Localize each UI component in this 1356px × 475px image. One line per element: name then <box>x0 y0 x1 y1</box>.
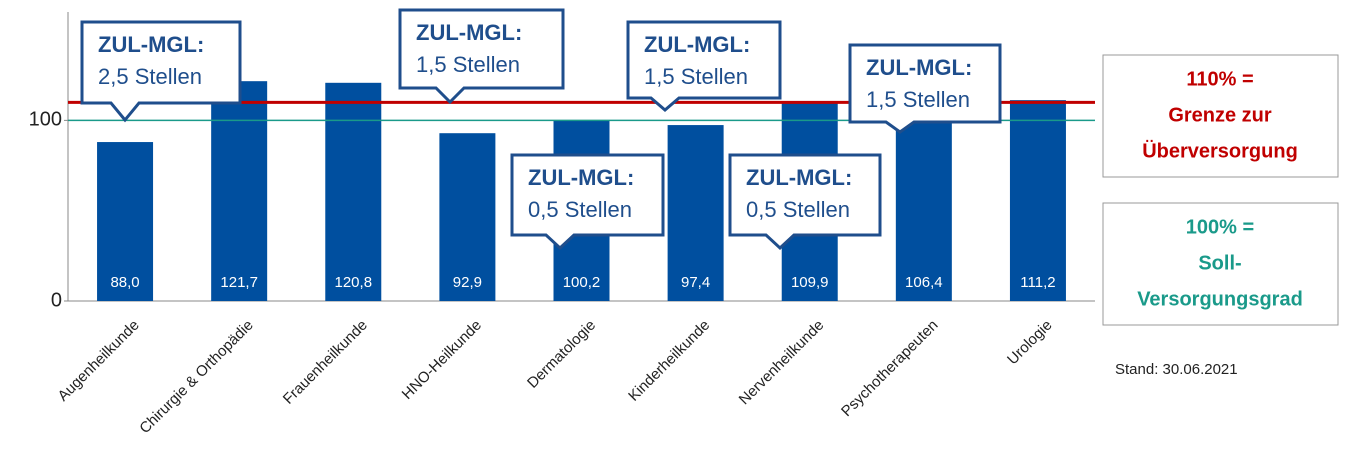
value-label: 111,2 <box>1020 274 1055 291</box>
value-label: 100,2 <box>563 274 601 291</box>
callout-title: ZUL-MGL: <box>416 20 522 45</box>
callout <box>80 20 242 123</box>
value-label: 88,0 <box>110 274 139 291</box>
legend-text: 100% = <box>1186 216 1254 238</box>
value-label: 121,7 <box>220 274 258 291</box>
x-tick-label: Nervenheilkunde <box>736 317 828 409</box>
note: Stand: 30.06.2021 <box>1115 361 1238 378</box>
legend-text: Versorgungsgrad <box>1137 288 1303 310</box>
legend-box <box>1102 54 1339 178</box>
callout-text: 1,5 Stellen <box>866 87 970 112</box>
value-label: 109,9 <box>791 274 829 291</box>
bar <box>211 81 268 301</box>
callout <box>626 20 782 112</box>
bar <box>895 108 952 301</box>
legend-box <box>1102 202 1339 326</box>
callout <box>398 8 565 105</box>
y-tick-label: 100 <box>29 109 62 131</box>
legend-text: Überversorgung <box>1142 139 1298 162</box>
x-tick-label: HNO-Heilkunde <box>399 317 485 403</box>
callout-text: 2,5 Stellen <box>98 64 202 89</box>
x-tick-label: Urologie <box>1004 317 1056 369</box>
bar <box>325 82 382 302</box>
callout-title: ZUL-MGL: <box>866 55 972 80</box>
x-tick-label: Psychotherapeuten <box>838 317 941 420</box>
y-tick-label: 0 <box>51 289 62 311</box>
legend-text: Grenze zur <box>1168 104 1272 126</box>
callout-title: ZUL-MGL: <box>746 165 852 190</box>
bar <box>667 125 724 301</box>
value-label: 97,4 <box>681 274 710 291</box>
callout-text: 1,5 Stellen <box>416 52 520 77</box>
x-tick-label: Frauenheilkunde <box>280 317 371 408</box>
legend-text: 110% = <box>1186 68 1253 90</box>
x-tick-label: Chirurgie & Orthopädie <box>136 317 257 438</box>
legend-text: Soll- <box>1198 252 1241 274</box>
callout-text: 0,5 Stellen <box>746 197 850 222</box>
callout <box>728 153 882 251</box>
bar <box>1009 100 1066 302</box>
callout <box>510 153 665 251</box>
callout-title: ZUL-MGL: <box>644 32 750 57</box>
callout-text: 0,5 Stellen <box>528 197 632 222</box>
callout-text: 1,5 Stellen <box>644 64 748 89</box>
bar <box>439 133 496 301</box>
x-tick-label: Kinderheilkunde <box>625 317 713 405</box>
value-label: 92,9 <box>453 274 482 291</box>
x-tick-label: Dermatologie <box>524 317 599 392</box>
bar <box>97 142 154 301</box>
callout-title: ZUL-MGL: <box>98 32 204 57</box>
callout <box>848 43 1002 134</box>
value-label: 106,4 <box>905 274 943 291</box>
value-label: 120,8 <box>335 274 373 291</box>
callout-title: ZUL-MGL: <box>528 165 634 190</box>
x-tick-label: Augenheilkunde <box>55 317 143 405</box>
